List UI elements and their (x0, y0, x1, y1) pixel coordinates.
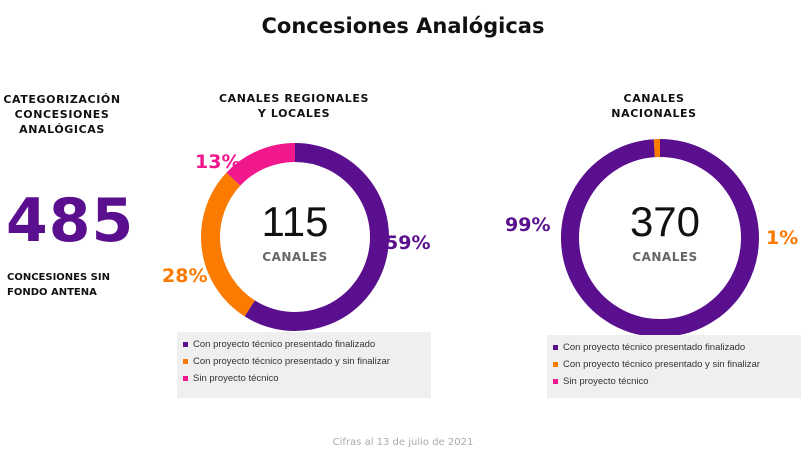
page-title: Concesiones Analógicas (261, 14, 545, 38)
legend-label: Con proyecto técnico presentado y sin fi… (193, 356, 390, 367)
regional-donut-slice-3 (226, 143, 296, 186)
categorization-heading-line-2: CONCESIONES (14, 108, 110, 121)
legend-swatch-purple (183, 342, 188, 347)
total-concessions-number: 485 (6, 186, 135, 256)
legend-swatch-pink (183, 376, 188, 381)
legend-label: Sin proyecto técnico (193, 373, 279, 384)
national-donut-slice-1 (561, 139, 759, 337)
figures-date-note: Cifras al 13 de julio de 2021 (332, 437, 474, 448)
legend-swatch-orange (183, 359, 188, 364)
legend-item: Con proyecto técnico presentado y sin fi… (553, 356, 795, 373)
legend-label: Con proyecto técnico presentado y sin fi… (563, 359, 760, 370)
regional-heading-line-1: CANALES REGIONALES (218, 92, 369, 105)
national-chart-heading: CANALES NACIONALES (580, 91, 728, 121)
regional-center-label: CANALES (262, 250, 328, 264)
national-heading-line-2: NACIONALES (611, 107, 697, 120)
legend-label: Sin proyecto técnico (563, 376, 649, 387)
concessions-subtitle-line-1: CONCESIONES SIN (7, 272, 110, 283)
regional-center-value: 115 (261, 198, 329, 245)
regional-heading-line-2: Y LOCALES (257, 107, 331, 120)
regional-label-sin-finalizar: 28% (162, 265, 208, 287)
legend-label: Con proyecto técnico presentado finaliza… (193, 339, 376, 350)
regional-donut-slice-1 (244, 143, 389, 331)
legend-swatch-purple (553, 345, 558, 350)
legend-item: Sin proyecto técnico (553, 373, 795, 390)
national-label-sin-finalizar: 1% (766, 227, 799, 249)
legend-item: Con proyecto técnico presentado y sin fi… (183, 353, 425, 370)
legend-item: Sin proyecto técnico (183, 370, 425, 387)
concessions-subtitle-line-2: FONDO ANTENA (7, 287, 97, 298)
legend-swatch-orange (553, 362, 558, 367)
regional-chart-heading: CANALES REGIONALES Y LOCALES (200, 91, 388, 121)
national-center-value: 370 (629, 198, 701, 245)
national-heading-line-1: CANALES (623, 92, 685, 105)
regional-label-finalizado: 59% (385, 232, 431, 254)
categorization-heading-line-3: ANALÓGICAS (19, 123, 105, 136)
legend-swatch-pink (553, 379, 558, 384)
national-center-label: CANALES (632, 250, 698, 264)
legend-item: Con proyecto técnico presentado finaliza… (183, 336, 425, 353)
regional-donut-chart (201, 143, 389, 331)
categorization-heading-line-1: CATEGORIZACIÓN (3, 93, 121, 106)
national-legend: Con proyecto técnico presentado finaliza… (547, 335, 801, 398)
regional-donut-slice-2 (201, 172, 256, 317)
legend-label: Con proyecto técnico presentado finaliza… (563, 342, 746, 353)
concessions-subtitle: CONCESIONES SIN FONDO ANTENA (7, 270, 137, 300)
regional-legend: Con proyecto técnico presentado finaliza… (177, 332, 431, 398)
national-label-finalizado: 99% (505, 214, 551, 236)
regional-label-sin-proyecto: 13% (195, 151, 241, 173)
categorization-heading: CATEGORIZACIÓN CONCESIONES ANALÓGICAS (0, 92, 124, 137)
national-donut-chart (561, 139, 759, 337)
legend-item: Con proyecto técnico presentado finaliza… (553, 339, 795, 356)
